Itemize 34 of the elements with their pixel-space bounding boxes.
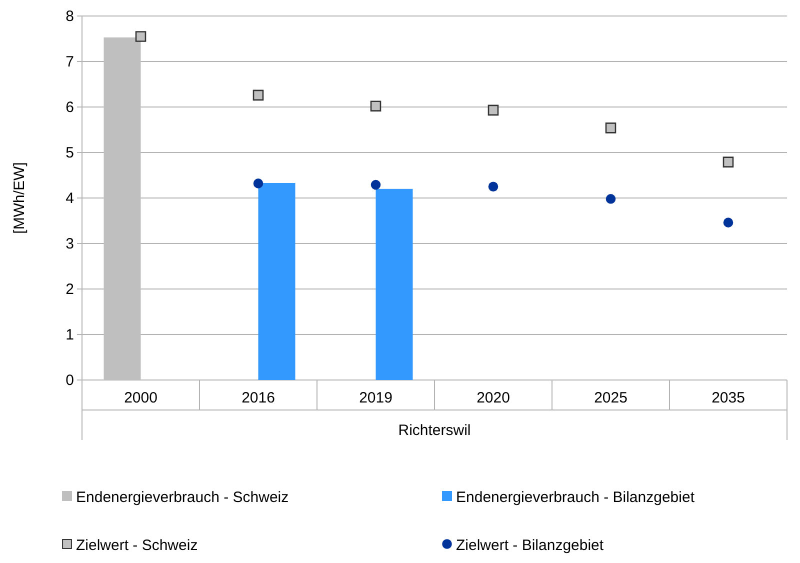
x-tick-label: 2035 (712, 390, 745, 407)
y-tick-label: 4 (66, 190, 74, 207)
bar (376, 188, 413, 380)
point (606, 194, 616, 204)
point (488, 104, 499, 116)
y-tick-label: 5 (66, 144, 74, 162)
y-tick-label: 7 (66, 53, 74, 70)
point (488, 182, 498, 192)
bar (258, 182, 296, 380)
y-tick-label: 1 (66, 326, 74, 344)
point (252, 90, 264, 101)
legend-label: Endenergieverbrauch - Schweiz (76, 489, 289, 506)
x-tick-label: 2016 (242, 390, 275, 407)
point (370, 100, 382, 112)
point (135, 31, 146, 42)
point (605, 122, 616, 134)
point (370, 180, 381, 190)
y-axis-title: [MWh/EW] (11, 162, 28, 234)
x-axis-title: Richterswil (398, 422, 471, 439)
point (723, 218, 734, 228)
y-tick-label: 2 (66, 280, 74, 298)
x-tick-label: 2000 (124, 390, 158, 407)
point (722, 156, 734, 168)
y-tick-label: 3 (66, 235, 74, 252)
y-tick-label: 6 (66, 98, 74, 116)
x-tick-label: 2019 (359, 390, 392, 407)
legend-label: Endenergieverbrauch - Bilanzgebiet (456, 489, 696, 506)
y-tick-label: 0 (66, 372, 74, 389)
y-tick-label: 8 (66, 8, 74, 25)
legend-label: Zielwert - Bilanzgebiet (456, 537, 604, 554)
point (253, 178, 264, 188)
legend-label: Zielwert - Schweiz (76, 537, 198, 554)
x-tick-label: 2025 (594, 390, 628, 407)
x-tick-label: 2020 (476, 390, 510, 407)
